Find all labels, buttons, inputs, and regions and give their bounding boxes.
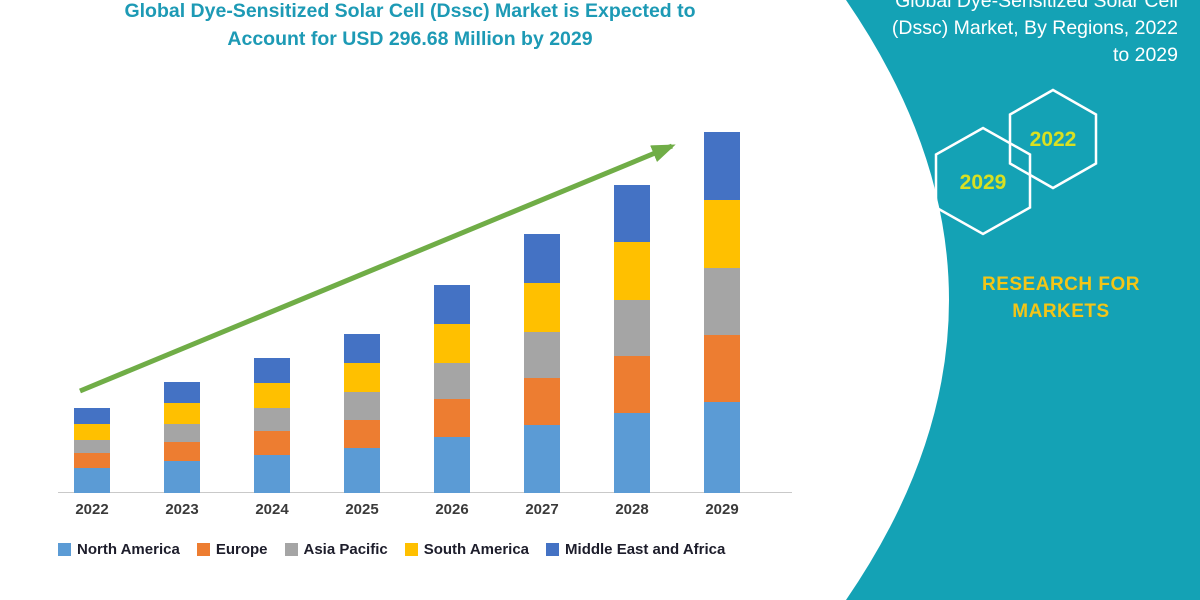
legend-item-middle-east-and-africa: Middle East and Africa — [546, 541, 725, 558]
bar-segment-middle-east-and-africa — [704, 132, 740, 200]
chart-title: Global Dye-Sensitized Solar Cell (Dssc) … — [0, 0, 820, 53]
bar-segment-asia-pacific — [74, 440, 110, 453]
chart-title-line1: Global Dye-Sensitized Solar Cell (Dssc) … — [124, 0, 696, 22]
bar-segment-europe — [344, 420, 380, 448]
x-axis-line — [58, 492, 792, 493]
bar-segment-europe — [74, 453, 110, 468]
brand-line2: MARKETS — [1012, 301, 1110, 322]
side-panel-shape — [846, 0, 1200, 600]
legend-item-asia-pacific: Asia Pacific — [284, 541, 388, 558]
chart-legend: North America Europe Asia Pacific South Ame… — [58, 541, 725, 558]
bar-segment-europe — [254, 431, 290, 455]
bar-segment-north-america — [704, 402, 740, 493]
legend-label: Asia Pacific — [303, 541, 388, 558]
hexagon-2029-icon — [934, 126, 1032, 236]
legend-label: South America — [423, 541, 530, 558]
bar-segment-europe — [704, 335, 740, 402]
brand-line1: RESEARCH FOR — [981, 274, 1140, 295]
bar-segment-asia-pacific — [254, 408, 290, 431]
stacked-bar-2029 — [704, 132, 740, 493]
x-axis-label-2027: 2027 — [525, 501, 559, 518]
legend-swatch-icon — [58, 543, 71, 556]
bar-segment-north-america — [434, 437, 470, 493]
stacked-bar-2022 — [74, 408, 110, 493]
legend-label: Middle East and Africa — [565, 541, 726, 558]
bar-segment-north-america — [524, 425, 560, 493]
brand-name: RESEARCH FOR MARKETS — [975, 271, 1147, 325]
legend-item-europe: Europe — [196, 541, 268, 558]
legend-swatch-icon — [404, 543, 418, 556]
bar-segment-south-america — [704, 200, 740, 268]
bar-segment-south-america — [74, 424, 110, 440]
x-axis-label-2025: 2025 — [345, 501, 379, 518]
x-axis-label-2023: 2023 — [165, 501, 199, 518]
x-axis-label-2026: 2026 — [435, 501, 469, 518]
side-panel-heading-line2: (Dssc) Market, By Regions, 2022 — [891, 17, 1178, 39]
legend-label: Europe — [215, 541, 268, 558]
bar-segment-north-america — [164, 461, 200, 493]
legend-swatch-icon — [196, 543, 210, 556]
legend-swatch-icon — [284, 543, 298, 556]
hexagon-year-2022: 2022 — [1030, 128, 1077, 151]
legend-item-north-america: North America — [58, 541, 180, 558]
bar-segment-north-america — [344, 448, 380, 493]
legend-item-south-america: South America — [404, 541, 530, 558]
side-panel-heading: Global Dye-Sensitized Solar Cell (Dssc) … — [808, 0, 1178, 69]
legend-swatch-icon — [546, 543, 560, 556]
x-axis-label-2029: 2029 — [705, 501, 739, 518]
bar-segment-asia-pacific — [344, 392, 380, 420]
bar-segment-europe — [164, 442, 200, 461]
side-panel-heading-line3: to 2029 — [1112, 44, 1178, 66]
bar-segment-north-america — [74, 468, 110, 493]
x-axis-label-2024: 2024 — [255, 501, 289, 518]
bar-segment-north-america — [614, 413, 650, 493]
bar-segment-north-america — [254, 455, 290, 493]
hexagon-year-2029: 2029 — [960, 171, 1007, 194]
bar-segment-middle-east-and-africa — [74, 408, 110, 424]
legend-label: North America — [77, 541, 180, 558]
bar-segment-asia-pacific — [164, 424, 200, 442]
bar-segment-south-america — [164, 403, 200, 424]
hexagon-2022-icon — [1008, 88, 1098, 190]
bar-segment-asia-pacific — [704, 268, 740, 335]
chart-title-line2: Account for USD 296.68 Million by 2029 — [227, 28, 593, 50]
side-panel-heading-line1: Global Dye-Sensitized Solar Cell — [895, 0, 1178, 12]
x-axis-label-2028: 2028 — [615, 501, 649, 518]
bar-segment-europe — [434, 399, 470, 437]
x-axis-label-2022: 2022 — [75, 501, 109, 518]
